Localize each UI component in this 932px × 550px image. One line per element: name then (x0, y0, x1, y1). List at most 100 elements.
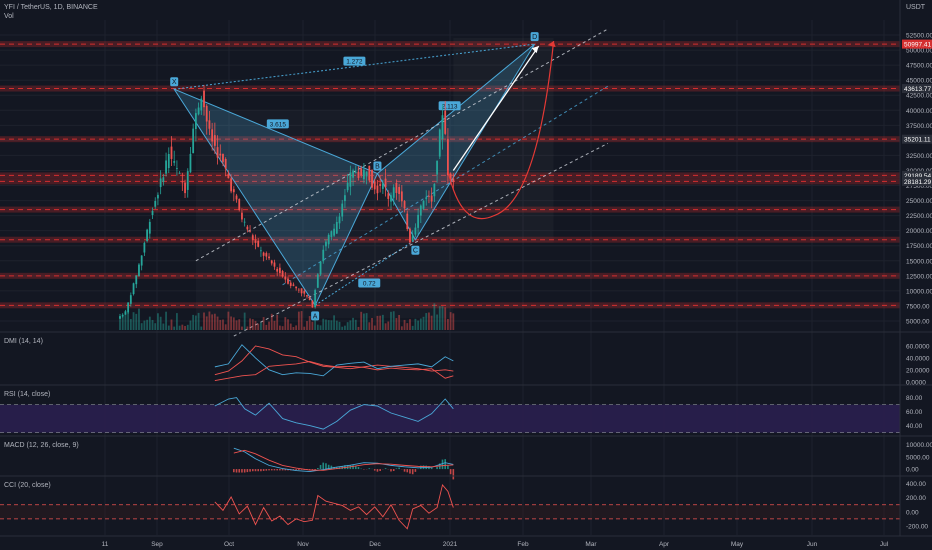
candle-body (365, 171, 368, 177)
candle-body (257, 240, 260, 247)
volume-bar (392, 311, 395, 330)
volume-bar (265, 324, 268, 330)
macd-histogram-bar (262, 469, 265, 471)
price-tag-label: 29189.54 (904, 173, 931, 180)
candle-body (262, 252, 265, 256)
volume-bar (281, 326, 284, 330)
indicator-y-tick: 40.00 (906, 423, 923, 430)
candle-body (419, 205, 422, 216)
volume-bar (181, 324, 184, 330)
indicator-y-tick: -200.00 (906, 523, 928, 530)
candle-body (200, 98, 203, 111)
macd-histogram-bar (411, 469, 414, 475)
y-tick-label: 40000.00 (906, 108, 932, 115)
ratio-badge (266, 119, 289, 129)
candle-body (430, 195, 433, 202)
volume-bar (121, 314, 124, 330)
volume-bar (335, 320, 338, 330)
volume-bar (325, 319, 327, 330)
volume-bar (322, 318, 325, 330)
volume-bar (406, 323, 409, 330)
macd-histogram-bar (284, 469, 287, 471)
x-tick-label: May (731, 541, 744, 548)
candle-body (276, 268, 279, 272)
x-tick-label: Mar (585, 541, 597, 548)
macd-histogram-bar (384, 468, 387, 470)
candle-body (338, 216, 341, 224)
candle-body (151, 211, 154, 216)
candle-body (433, 183, 436, 197)
candle-body (295, 286, 298, 289)
macd-histogram-bar (276, 469, 278, 471)
y-tick-label: 12500.00 (906, 273, 932, 280)
indicator-y-tick: 5000.00 (906, 454, 930, 461)
candle-body (417, 214, 419, 228)
projection-curve-arrowhead (547, 41, 556, 48)
macd-histogram-bar (390, 469, 392, 472)
price-series[interactable] (119, 28, 609, 337)
macd-pane-title[interactable]: MACD (12, 26, close, 9) (4, 442, 79, 449)
x-tick-label: Apr (659, 541, 670, 548)
candle-body (146, 229, 148, 242)
candle-body (254, 240, 257, 243)
volume-bar (352, 317, 354, 330)
symbol-header[interactable]: YFI / TetherUS, 1D, BINANCE (4, 4, 98, 11)
cci-pane-title[interactable]: CCI (20, close) (4, 482, 51, 489)
candle-body (132, 283, 135, 295)
volume-bar (189, 320, 192, 330)
harmonic-pattern[interactable]: X A B C D 1.272 3.615 0.72 2.113 (170, 32, 539, 321)
candle-body (398, 187, 401, 194)
indicator-y-tick: 400.00 (906, 481, 926, 488)
candle-body (205, 105, 208, 122)
macd-histogram-bar (447, 465, 449, 470)
volume-bar (276, 314, 279, 330)
candle-body (449, 173, 452, 182)
volume-bar (165, 311, 167, 330)
volume-bar (395, 318, 398, 330)
candle-body (222, 154, 224, 162)
macd-histogram-bar (308, 469, 311, 471)
projection-arrows[interactable] (447, 41, 556, 220)
x-tick-label: Sep (151, 541, 163, 548)
y-tick-label: 27500.00 (906, 183, 932, 190)
rsi-pane-title[interactable]: RSI (14, close) (4, 391, 51, 398)
candle-body (330, 231, 333, 237)
currency-label[interactable]: USDT (906, 4, 926, 11)
volume-bar (203, 312, 205, 330)
volume-bar (270, 313, 273, 330)
volume-bar (319, 325, 322, 330)
candle-body (414, 227, 417, 235)
indicator-y-tick: 0.0000 (906, 379, 926, 386)
volume-bar (349, 320, 352, 330)
macd-histogram-bar (409, 469, 411, 474)
dmi-pane-title[interactable]: DMI (14, 14) (4, 338, 43, 345)
volume-bar (438, 306, 441, 330)
candle-body (444, 110, 447, 134)
volume-bar (409, 319, 411, 330)
indicator-series-line (233, 449, 454, 471)
volume-bar (278, 325, 281, 330)
indicator-y-tick: 60.0000 (906, 343, 930, 350)
volume-bar (140, 323, 143, 330)
candle-body (308, 297, 311, 300)
pattern-xd-line (174, 43, 535, 90)
volume-bar (176, 313, 178, 330)
candle-body (170, 146, 173, 159)
volume-bar (227, 311, 230, 330)
volume-bar (390, 311, 392, 330)
volume-legend[interactable]: Vol (4, 13, 14, 20)
candle-body (368, 165, 371, 181)
candle-body (273, 262, 276, 267)
volume-bar (444, 307, 447, 330)
candle-body (278, 267, 281, 274)
candle-body (265, 253, 268, 257)
volume-bar (398, 314, 401, 330)
candle-body (344, 195, 346, 202)
projection-arrow-up (452, 45, 540, 171)
volume-bar (211, 314, 214, 330)
volume-bar (381, 314, 384, 330)
candle-body (406, 213, 409, 230)
indicator-panes: 0.0000 20.0000 40.0000 60.0000 40.00 60.00 80.… (0, 343, 932, 530)
volume-bar (129, 319, 132, 330)
